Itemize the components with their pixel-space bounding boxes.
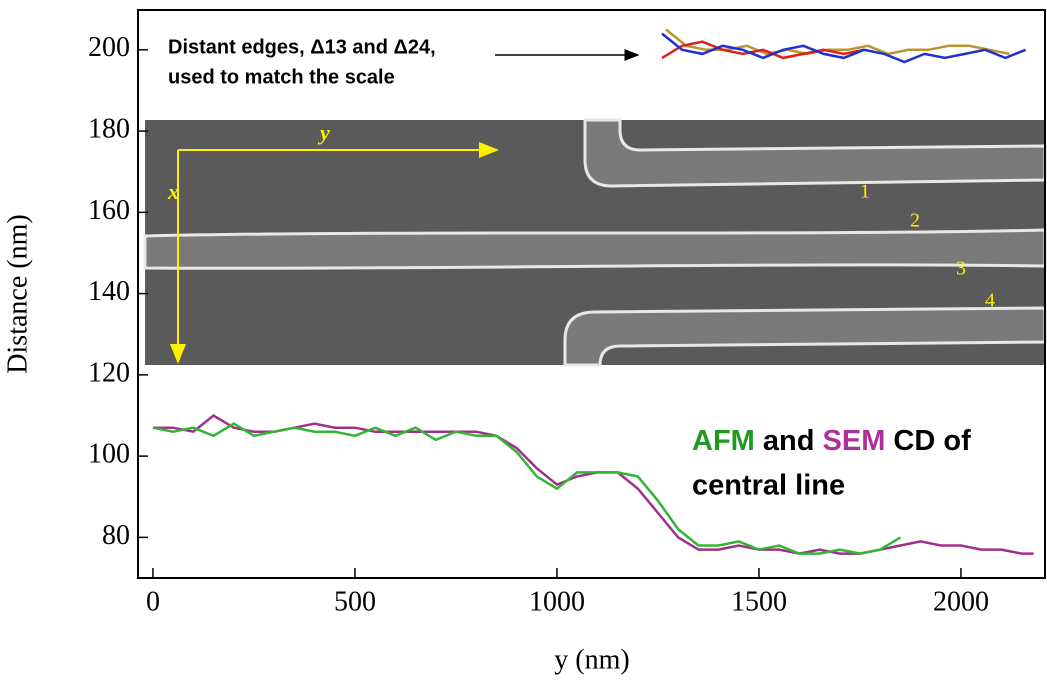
edge-number: 2 bbox=[910, 210, 920, 232]
annotation-part: SEM bbox=[823, 425, 886, 457]
y-axis-label: Distance (nm) bbox=[2, 214, 33, 373]
image-axis-label: x bbox=[167, 179, 179, 204]
annotation: used to match the scale bbox=[168, 66, 395, 88]
annotation-part: CD of bbox=[893, 425, 971, 457]
edge-number: 3 bbox=[956, 258, 966, 280]
annotation: AFM and SEM CD of bbox=[692, 425, 971, 457]
x-tick-label: 0 bbox=[146, 586, 160, 617]
y-tick-label: 80 bbox=[102, 520, 130, 551]
x-tick-label: 1500 bbox=[731, 586, 787, 617]
x-tick-label: 500 bbox=[334, 586, 376, 617]
image-axis-label: y bbox=[317, 120, 330, 145]
data-line bbox=[665, 28, 1010, 56]
annotation-part: and bbox=[763, 425, 815, 457]
data-line bbox=[661, 32, 1027, 64]
y-tick-label: 120 bbox=[88, 357, 130, 388]
annotation: Distant edges, Δ13 and Δ24, bbox=[168, 36, 436, 58]
y-tick-label: 140 bbox=[88, 276, 130, 307]
y-tick-label: 160 bbox=[88, 195, 130, 226]
data-line bbox=[661, 40, 865, 60]
annotation: central line bbox=[692, 470, 845, 502]
sem-image bbox=[143, 118, 1047, 367]
y-tick-label: 180 bbox=[88, 113, 130, 144]
data-line bbox=[152, 422, 902, 555]
x-axis-label: y (nm) bbox=[554, 644, 629, 675]
edge-number: 1 bbox=[860, 181, 870, 203]
annotation-part: AFM bbox=[692, 425, 755, 457]
x-tick-label: 2000 bbox=[933, 586, 989, 617]
y-tick-label: 100 bbox=[88, 439, 130, 470]
x-tick-label: 1000 bbox=[529, 586, 585, 617]
y-tick-label: 200 bbox=[88, 32, 130, 63]
edge-number: 4 bbox=[985, 290, 995, 312]
